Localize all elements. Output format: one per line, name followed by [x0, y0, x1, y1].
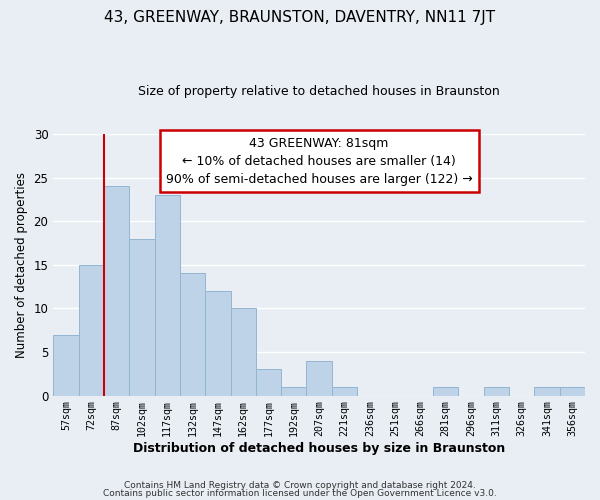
Y-axis label: Number of detached properties: Number of detached properties — [15, 172, 28, 358]
Bar — [256, 370, 281, 396]
Bar — [79, 264, 104, 396]
Bar — [535, 387, 560, 396]
Bar — [155, 195, 180, 396]
Bar — [560, 387, 585, 396]
Text: Contains public sector information licensed under the Open Government Licence v3: Contains public sector information licen… — [103, 488, 497, 498]
Bar — [433, 387, 458, 396]
Bar — [484, 387, 509, 396]
Title: Size of property relative to detached houses in Braunston: Size of property relative to detached ho… — [138, 85, 500, 98]
Bar — [332, 387, 357, 396]
Text: Contains HM Land Registry data © Crown copyright and database right 2024.: Contains HM Land Registry data © Crown c… — [124, 481, 476, 490]
Text: 43, GREENWAY, BRAUNSTON, DAVENTRY, NN11 7JT: 43, GREENWAY, BRAUNSTON, DAVENTRY, NN11 … — [104, 10, 496, 25]
Bar — [104, 186, 129, 396]
Bar — [180, 274, 205, 396]
Bar — [53, 334, 79, 396]
Bar — [230, 308, 256, 396]
Text: 43 GREENWAY: 81sqm
← 10% of detached houses are smaller (14)
90% of semi-detache: 43 GREENWAY: 81sqm ← 10% of detached hou… — [166, 136, 473, 186]
Bar — [205, 291, 230, 396]
Bar — [307, 360, 332, 396]
Bar — [129, 238, 155, 396]
Bar — [281, 387, 307, 396]
X-axis label: Distribution of detached houses by size in Braunston: Distribution of detached houses by size … — [133, 442, 505, 455]
